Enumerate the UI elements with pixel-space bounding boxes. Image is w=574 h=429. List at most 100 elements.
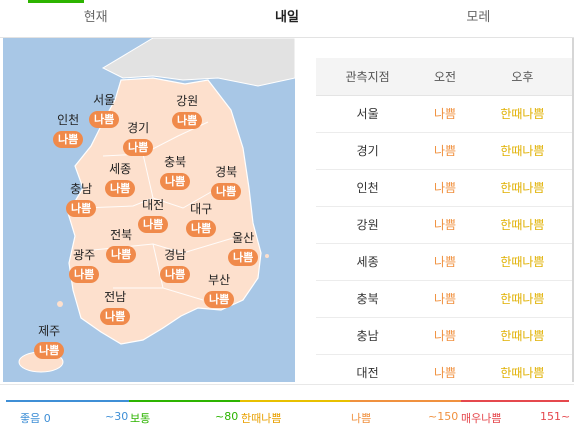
station-cell: 충북	[316, 280, 420, 318]
tab-day-after-tomorrow[interactable]: 모레	[466, 10, 491, 25]
station-cell: 경기	[316, 132, 420, 170]
region-name: 인천	[57, 113, 80, 127]
region-name: 대구	[190, 202, 213, 216]
legend-bad-end: ~150	[428, 410, 459, 423]
legend-very-bad-bar	[461, 400, 569, 402]
region-chungbuk[interactable]: 충북 나쁨	[160, 155, 191, 190]
pm-grade-cell: 한때나쁨	[470, 280, 574, 318]
region-name: 충북	[164, 155, 187, 169]
region-name: 경남	[164, 248, 187, 262]
status-badge: 나쁨	[106, 246, 137, 263]
legend-bad: 나쁨 ~150	[350, 400, 461, 429]
forecast-table-container[interactable]: 관측지점 오전 오후 서울 나쁨 한때나쁨 경기 나쁨 한때나쁨 인천 나쁨 한…	[316, 58, 574, 382]
status-badge: 나쁨	[66, 200, 97, 217]
table-row: 서울 나쁨 한때나쁨	[316, 95, 574, 133]
status-badge: 나쁨	[138, 216, 169, 233]
status-badge: 나쁨	[34, 342, 65, 359]
status-badge: 나쁨	[160, 173, 191, 190]
station-cell: 세종	[316, 243, 420, 281]
column-header-pm: 오후	[470, 58, 574, 96]
region-gwangju[interactable]: 광주 나쁨	[69, 248, 100, 283]
legend-sometimes-bad-label: 한때나쁨	[241, 412, 282, 425]
table-row: 충북 나쁨 한때나쁨	[316, 280, 574, 318]
table-row: 경기 나쁨 한때나쁨	[316, 132, 574, 170]
region-ulsan[interactable]: 울산 나쁨	[228, 231, 259, 266]
region-gyeongnam[interactable]: 경남 나쁨	[160, 248, 191, 283]
am-grade-cell: 나쁨	[419, 132, 471, 170]
status-badge: 나쁨	[105, 180, 136, 197]
status-badge: 나쁨	[204, 291, 235, 308]
table-scrollbar[interactable]	[572, 38, 574, 382]
status-badge: 나쁨	[211, 183, 242, 200]
pm-grade-cell: 한때나쁨	[470, 169, 574, 207]
am-grade-cell: 나쁨	[419, 169, 471, 207]
region-daegu[interactable]: 대구 나쁨	[186, 202, 217, 237]
legend-sometimes-bad: 한때나쁨	[240, 400, 350, 429]
legend-good-label: 좋음 0	[20, 412, 51, 425]
status-badge: 나쁨	[186, 220, 217, 237]
region-jeonbuk[interactable]: 전북 나쁨	[106, 228, 137, 263]
forecast-day-tabs: 현재 내일 모레	[0, 0, 574, 38]
table-header-row: 관측지점 오전 오후	[316, 58, 574, 96]
am-grade-cell: 나쁨	[419, 280, 471, 318]
region-sejong[interactable]: 세종 나쁨	[105, 162, 136, 197]
region-name: 제주	[38, 324, 61, 338]
korea-map-shape	[18, 38, 295, 373]
region-gyeongbuk[interactable]: 경북 나쁨	[211, 165, 242, 200]
region-seoul[interactable]: 서울 나쁨	[89, 93, 120, 128]
tab-tomorrow[interactable]: 내일	[275, 10, 299, 25]
region-daejeon[interactable]: 대전 나쁨	[138, 198, 169, 233]
region-name: 부산	[208, 273, 231, 287]
region-busan[interactable]: 부산 나쁨	[204, 273, 235, 308]
air-quality-legend: 좋음 0 ~30 보통 ~80 한때나쁨 나쁨 ~150 매우나쁨 151~	[0, 384, 574, 429]
column-header-station: 관측지점	[316, 58, 420, 96]
legend-normal-end: ~80	[215, 410, 239, 423]
am-grade-cell: 나쁨	[419, 243, 471, 281]
region-gangwon[interactable]: 강원 나쁨	[172, 94, 203, 129]
legend-bad-label: 나쁨	[351, 412, 372, 425]
region-name: 울산	[232, 231, 255, 245]
table-row: 강원 나쁨 한때나쁨	[316, 206, 574, 244]
table-row: 충남 나쁨 한때나쁨	[316, 317, 574, 355]
pm-grade-cell: 한때나쁨	[470, 132, 574, 170]
region-name: 경기	[127, 121, 150, 135]
region-name: 서울	[93, 93, 116, 107]
table-row: 대전 나쁨 한때나쁨	[316, 354, 574, 382]
table-row: 인천 나쁨 한때나쁨	[316, 169, 574, 207]
region-name: 충남	[70, 182, 93, 196]
region-name: 광주	[73, 248, 96, 262]
status-badge: 나쁨	[69, 266, 100, 283]
status-badge: 나쁨	[172, 112, 203, 129]
am-grade-cell: 나쁨	[419, 354, 471, 382]
status-badge: 나쁨	[100, 308, 131, 325]
tab-now[interactable]: 현재	[83, 10, 108, 25]
pm-grade-cell: 한때나쁨	[470, 95, 574, 133]
station-cell: 대전	[316, 354, 420, 382]
am-grade-cell: 나쁨	[419, 317, 471, 355]
status-badge: 나쁨	[228, 249, 259, 266]
pm-grade-cell: 한때나쁨	[470, 206, 574, 244]
status-badge: 나쁨	[89, 111, 120, 128]
region-jeonnam[interactable]: 전남 나쁨	[100, 290, 131, 325]
status-badge: 나쁨	[123, 139, 154, 156]
forecast-table: 관측지점 오전 오후 서울 나쁨 한때나쁨 경기 나쁨 한때나쁨 인천 나쁨 한…	[316, 58, 574, 382]
region-chungnam[interactable]: 충남 나쁨	[66, 182, 97, 217]
legend-very-bad-label: 매우나쁨	[461, 412, 502, 425]
region-name: 강원	[176, 94, 199, 108]
pm-grade-cell: 한때나쁨	[470, 317, 574, 355]
legend-good: 좋음 0 ~30	[6, 400, 129, 429]
legend-sometimes-bad-bar	[240, 400, 350, 402]
region-name: 전남	[104, 290, 127, 304]
legend-normal-bar	[129, 400, 240, 402]
region-gyeonggi[interactable]: 경기 나쁨	[123, 121, 154, 156]
am-grade-cell: 나쁨	[419, 206, 471, 244]
legend-normal: 보통 ~80	[129, 400, 240, 429]
pm-grade-cell: 한때나쁨	[470, 243, 574, 281]
region-jeju[interactable]: 제주 나쁨	[34, 324, 65, 359]
region-incheon[interactable]: 인천 나쁨	[53, 113, 84, 148]
region-name: 세종	[109, 162, 132, 176]
air-quality-map: 서울 나쁨 강원 나쁨 인천 나쁨 경기 나쁨 세종 나쁨 충북 나쁨 경북 나…	[3, 38, 295, 382]
legend-very-bad-end: 151~	[540, 410, 571, 423]
status-badge: 나쁨	[160, 266, 191, 283]
status-badge: 나쁨	[53, 131, 84, 148]
